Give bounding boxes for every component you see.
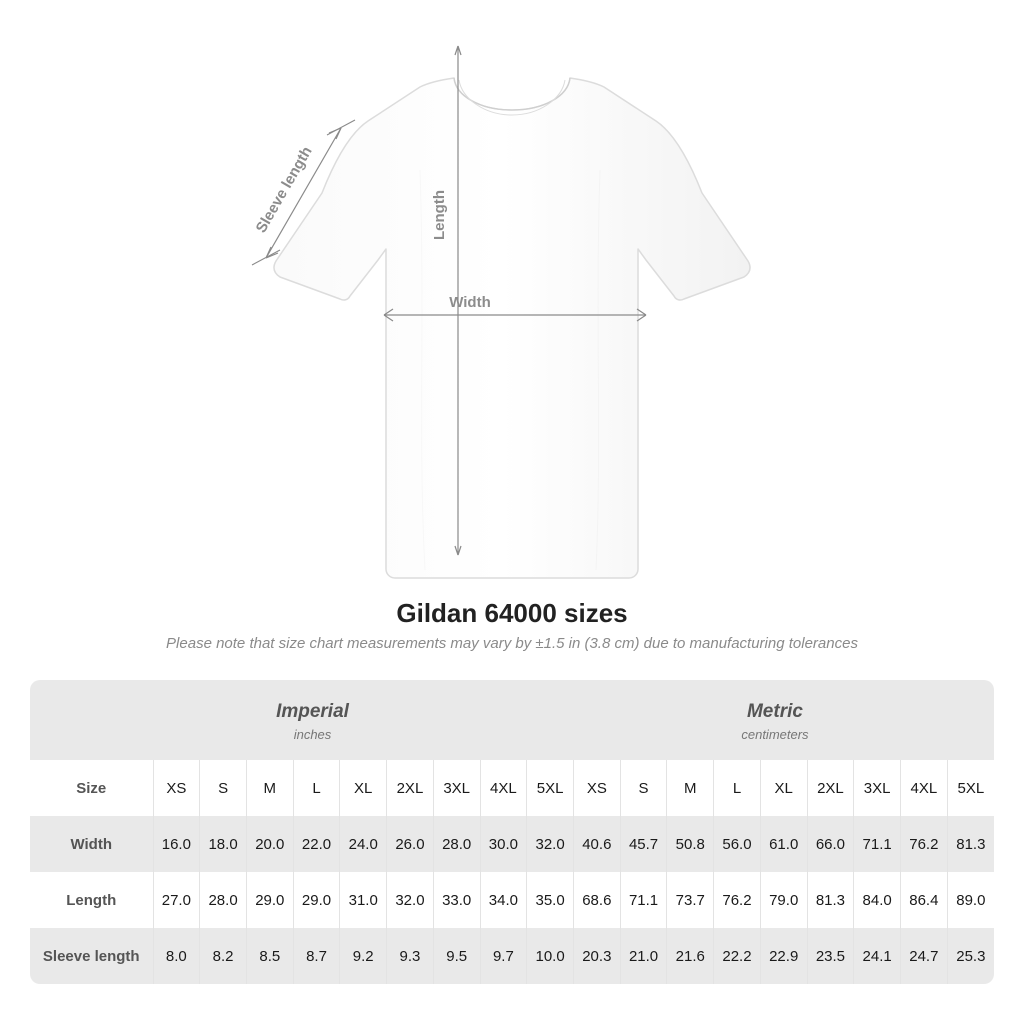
svg-text:Length: Length (431, 190, 448, 240)
svg-text:Width: Width (449, 294, 491, 311)
